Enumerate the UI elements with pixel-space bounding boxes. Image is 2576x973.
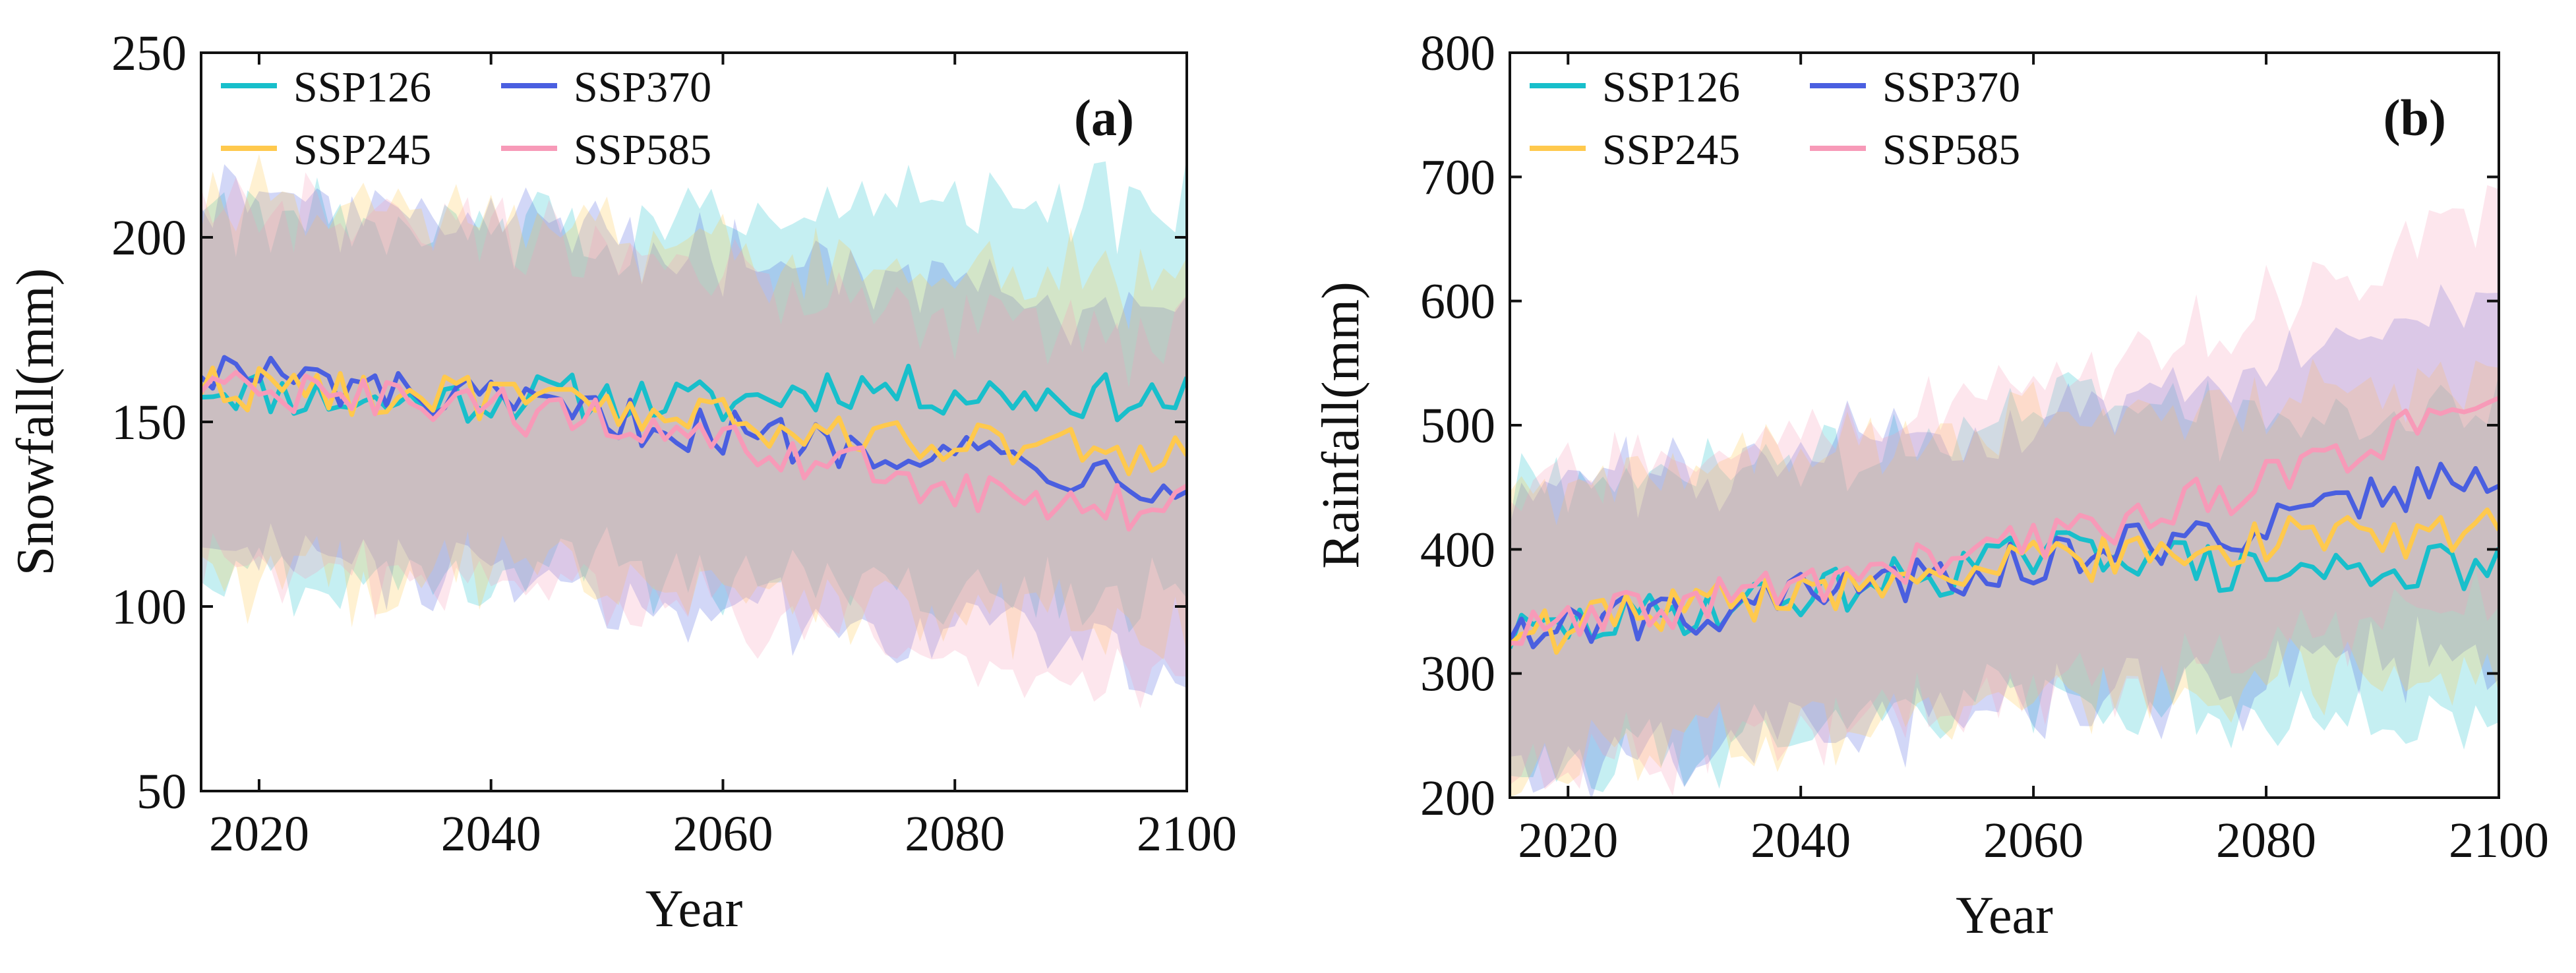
legend-label: SSP370 xyxy=(574,63,711,111)
y-axis-label: Rainfall(mm) xyxy=(1312,281,1370,568)
y-tick-label: 300 xyxy=(1420,647,1495,702)
band-ssp245 xyxy=(201,154,1187,661)
band-ssp126 xyxy=(201,156,1187,633)
legend-item-ssp585: SSP585 xyxy=(1810,126,2020,174)
legend-label: SSP585 xyxy=(1882,126,2020,174)
legend-label: SSP585 xyxy=(574,126,711,174)
y-tick-label: 700 xyxy=(1420,150,1495,205)
x-tick-label: 2040 xyxy=(1751,813,1851,868)
legend-item-ssp126: SSP126 xyxy=(221,63,431,111)
series-line-ssp585 xyxy=(201,370,1187,532)
y-axis-label: Snowfall(mm) xyxy=(7,268,65,576)
y-tick-label: 400 xyxy=(1420,522,1495,577)
panel-label: (b) xyxy=(2383,89,2446,146)
y-tick-label: 800 xyxy=(1420,26,1495,81)
legend-item-ssp370: SSP370 xyxy=(501,63,711,111)
x-tick-label: 2020 xyxy=(1518,813,1618,868)
x-tick-label: 2060 xyxy=(1983,813,2083,868)
legend-item-ssp245: SSP245 xyxy=(1530,126,1740,174)
x-axis-label: Year xyxy=(1956,887,2052,945)
legend-label: SSP245 xyxy=(293,126,431,174)
x-tick-label: 2020 xyxy=(209,806,309,862)
panel-label: (a) xyxy=(1074,89,1134,146)
y-tick-label: 50 xyxy=(136,764,187,819)
band-ssp126 xyxy=(1510,372,2499,792)
y-tick-label: 250 xyxy=(111,26,187,81)
x-tick-label: 2100 xyxy=(1137,806,1237,862)
legend-label: SSP126 xyxy=(293,63,431,111)
x-tick-label: 2080 xyxy=(905,806,1005,862)
y-tick-label: 600 xyxy=(1420,274,1495,330)
series-line-ssp126 xyxy=(201,363,1187,424)
legend-item-ssp245: SSP245 xyxy=(221,126,431,174)
band-ssp245 xyxy=(1510,359,2499,798)
band-ssp585 xyxy=(201,172,1187,709)
snowfall-chart: 2020 2040 2060 2080 2100 50 100 150 200 250 Year Sn… xyxy=(7,26,1237,938)
series-line-ssp585 xyxy=(1510,396,2499,646)
legend-label: SSP370 xyxy=(1882,63,2020,111)
legend-item-ssp585: SSP585 xyxy=(501,126,711,174)
y-tick-label: 500 xyxy=(1420,398,1495,454)
x-tick-label: 2100 xyxy=(2449,813,2549,868)
series-line-ssp245 xyxy=(1510,507,2499,655)
y-tick-label: 200 xyxy=(111,210,187,266)
legend-item-ssp370: SSP370 xyxy=(1810,63,2020,111)
rainfall-chart: 2020 2040 2060 2080 2100 200 300 400 500 600 700 80… xyxy=(1312,26,2549,945)
y-tick-label: 150 xyxy=(111,395,187,450)
x-tick-label: 2060 xyxy=(673,806,773,862)
y-tick-label: 200 xyxy=(1420,771,1495,826)
legend-label: SSP245 xyxy=(1602,126,1740,174)
x-tick-label: 2040 xyxy=(441,806,541,862)
legend-label: SSP126 xyxy=(1602,63,1740,111)
y-tick-label: 100 xyxy=(111,579,187,635)
x-tick-label: 2080 xyxy=(2216,813,2316,868)
x-axis-label: Year xyxy=(645,880,742,938)
legend-item-ssp126: SSP126 xyxy=(1530,63,1740,111)
series-line-ssp126 xyxy=(1510,530,2499,649)
band-ssp585 xyxy=(1510,185,2499,796)
